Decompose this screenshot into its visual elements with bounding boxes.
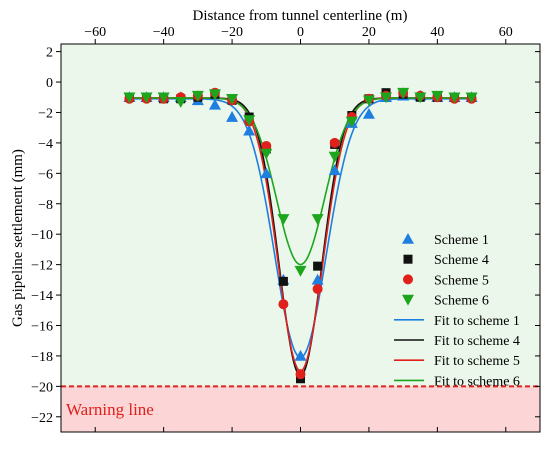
markers-layer <box>123 87 478 384</box>
data-point-s4-0 <box>123 92 136 104</box>
data-point-s1-10 <box>294 349 307 361</box>
safe-zone-fill <box>61 44 540 387</box>
ticks-layer: −60 −40 −20 0 20 40 6020−2−4−6−8−10−12−14−16−1… <box>31 25 540 432</box>
data-point-s3-8 <box>261 140 272 151</box>
legend-label-3: Scheme 5 <box>434 273 489 288</box>
data-point-s1-6 <box>226 111 239 122</box>
warning-zone-fill <box>61 386 540 432</box>
data-point-s4-18 <box>431 90 444 102</box>
y-tick-label: −8 <box>38 198 53 213</box>
legend: Scheme 1 Scheme 4 Scheme 5 Scheme 6 Fit to s… <box>394 233 520 389</box>
data-point-s3-10 <box>295 369 306 380</box>
y-tick-label: −16 <box>31 319 53 334</box>
warning-line-label: Warning line <box>66 400 154 419</box>
data-point-s4-13 <box>345 116 358 128</box>
x-tick-label: 60 <box>499 25 513 40</box>
y-tick-label: −18 <box>31 350 53 365</box>
data-point-s4-10 <box>294 265 307 277</box>
data-point-s4-7 <box>243 115 256 127</box>
legend-label-2: Scheme 4 <box>434 253 489 268</box>
data-point-s1-5 <box>208 98 221 110</box>
data-point-s1-14 <box>362 107 375 119</box>
data-point-s1-12 <box>328 164 341 176</box>
legend-marker-4 <box>402 294 414 306</box>
data-point-s4-1 <box>140 92 153 104</box>
y-tick-label: −12 <box>31 259 53 274</box>
legend-fit-label-3: Fit to scheme 5 <box>434 354 520 369</box>
data-point-s3-12 <box>329 137 340 148</box>
x-tick-label: 20 <box>362 25 376 40</box>
y-tick-label: 2 <box>46 46 53 61</box>
data-point-s4-19 <box>448 92 461 104</box>
data-point-s2-9 <box>278 276 288 286</box>
legend-marker-1 <box>402 233 414 244</box>
data-point-s4-15 <box>380 92 393 104</box>
data-point-s4-5 <box>208 89 221 101</box>
data-point-s4-16 <box>397 87 410 99</box>
x-axis-title: Distance from tunnel centerline (m) <box>193 8 408 24</box>
x-tick-label: −60 <box>84 25 106 40</box>
y-tick-label: −4 <box>38 137 53 152</box>
fit-curve-4 <box>129 97 472 266</box>
data-point-s4-9 <box>277 214 290 225</box>
data-point-s1-7 <box>243 124 256 136</box>
data-point-s3-9 <box>278 299 289 310</box>
x-tick-label: −40 <box>153 25 175 40</box>
legend-marker-3 <box>403 274 413 285</box>
background-layer <box>61 44 540 432</box>
y-tick-label: −6 <box>38 167 53 182</box>
y-tick-label: −10 <box>31 228 53 243</box>
x-tick-label: −20 <box>221 25 243 40</box>
data-point-s4-11 <box>311 214 324 225</box>
legend-label-1: Scheme 1 <box>434 233 489 248</box>
legend-label-4: Scheme 6 <box>434 294 489 309</box>
data-point-s4-3 <box>174 97 187 108</box>
legend-fit-label-1: Fit to scheme 1 <box>434 314 520 329</box>
data-point-s2-11 <box>313 261 323 271</box>
data-point-s4-6 <box>226 93 239 105</box>
data-point-s1-8 <box>260 167 273 179</box>
x-tick-label: 0 <box>297 25 304 40</box>
data-point-s4-4 <box>191 90 204 102</box>
data-point-s4-14 <box>362 95 375 107</box>
legend-fit-label-4: Fit to scheme 6 <box>434 374 520 389</box>
x-tick-label: 40 <box>430 25 444 40</box>
y-axis-title: Gas pipeline settlement (mm) <box>10 149 26 327</box>
data-point-s3-11 <box>312 283 323 294</box>
y-tick-label: −2 <box>38 106 53 121</box>
y-tick-label: 0 <box>46 76 53 91</box>
legend-marker-2 <box>403 254 413 264</box>
data-point-s4-12 <box>328 151 341 163</box>
data-point-s1-11 <box>311 273 324 285</box>
data-point-s4-2 <box>157 92 170 104</box>
data-point-s4-8 <box>260 148 273 160</box>
y-tick-label: −20 <box>31 380 53 395</box>
data-point-s4-17 <box>414 92 427 104</box>
y-tick-label: −14 <box>31 289 53 304</box>
legend-fit-label-2: Fit to scheme 4 <box>434 334 520 349</box>
data-point-s4-20 <box>465 92 478 104</box>
y-tick-label: −22 <box>31 411 53 426</box>
